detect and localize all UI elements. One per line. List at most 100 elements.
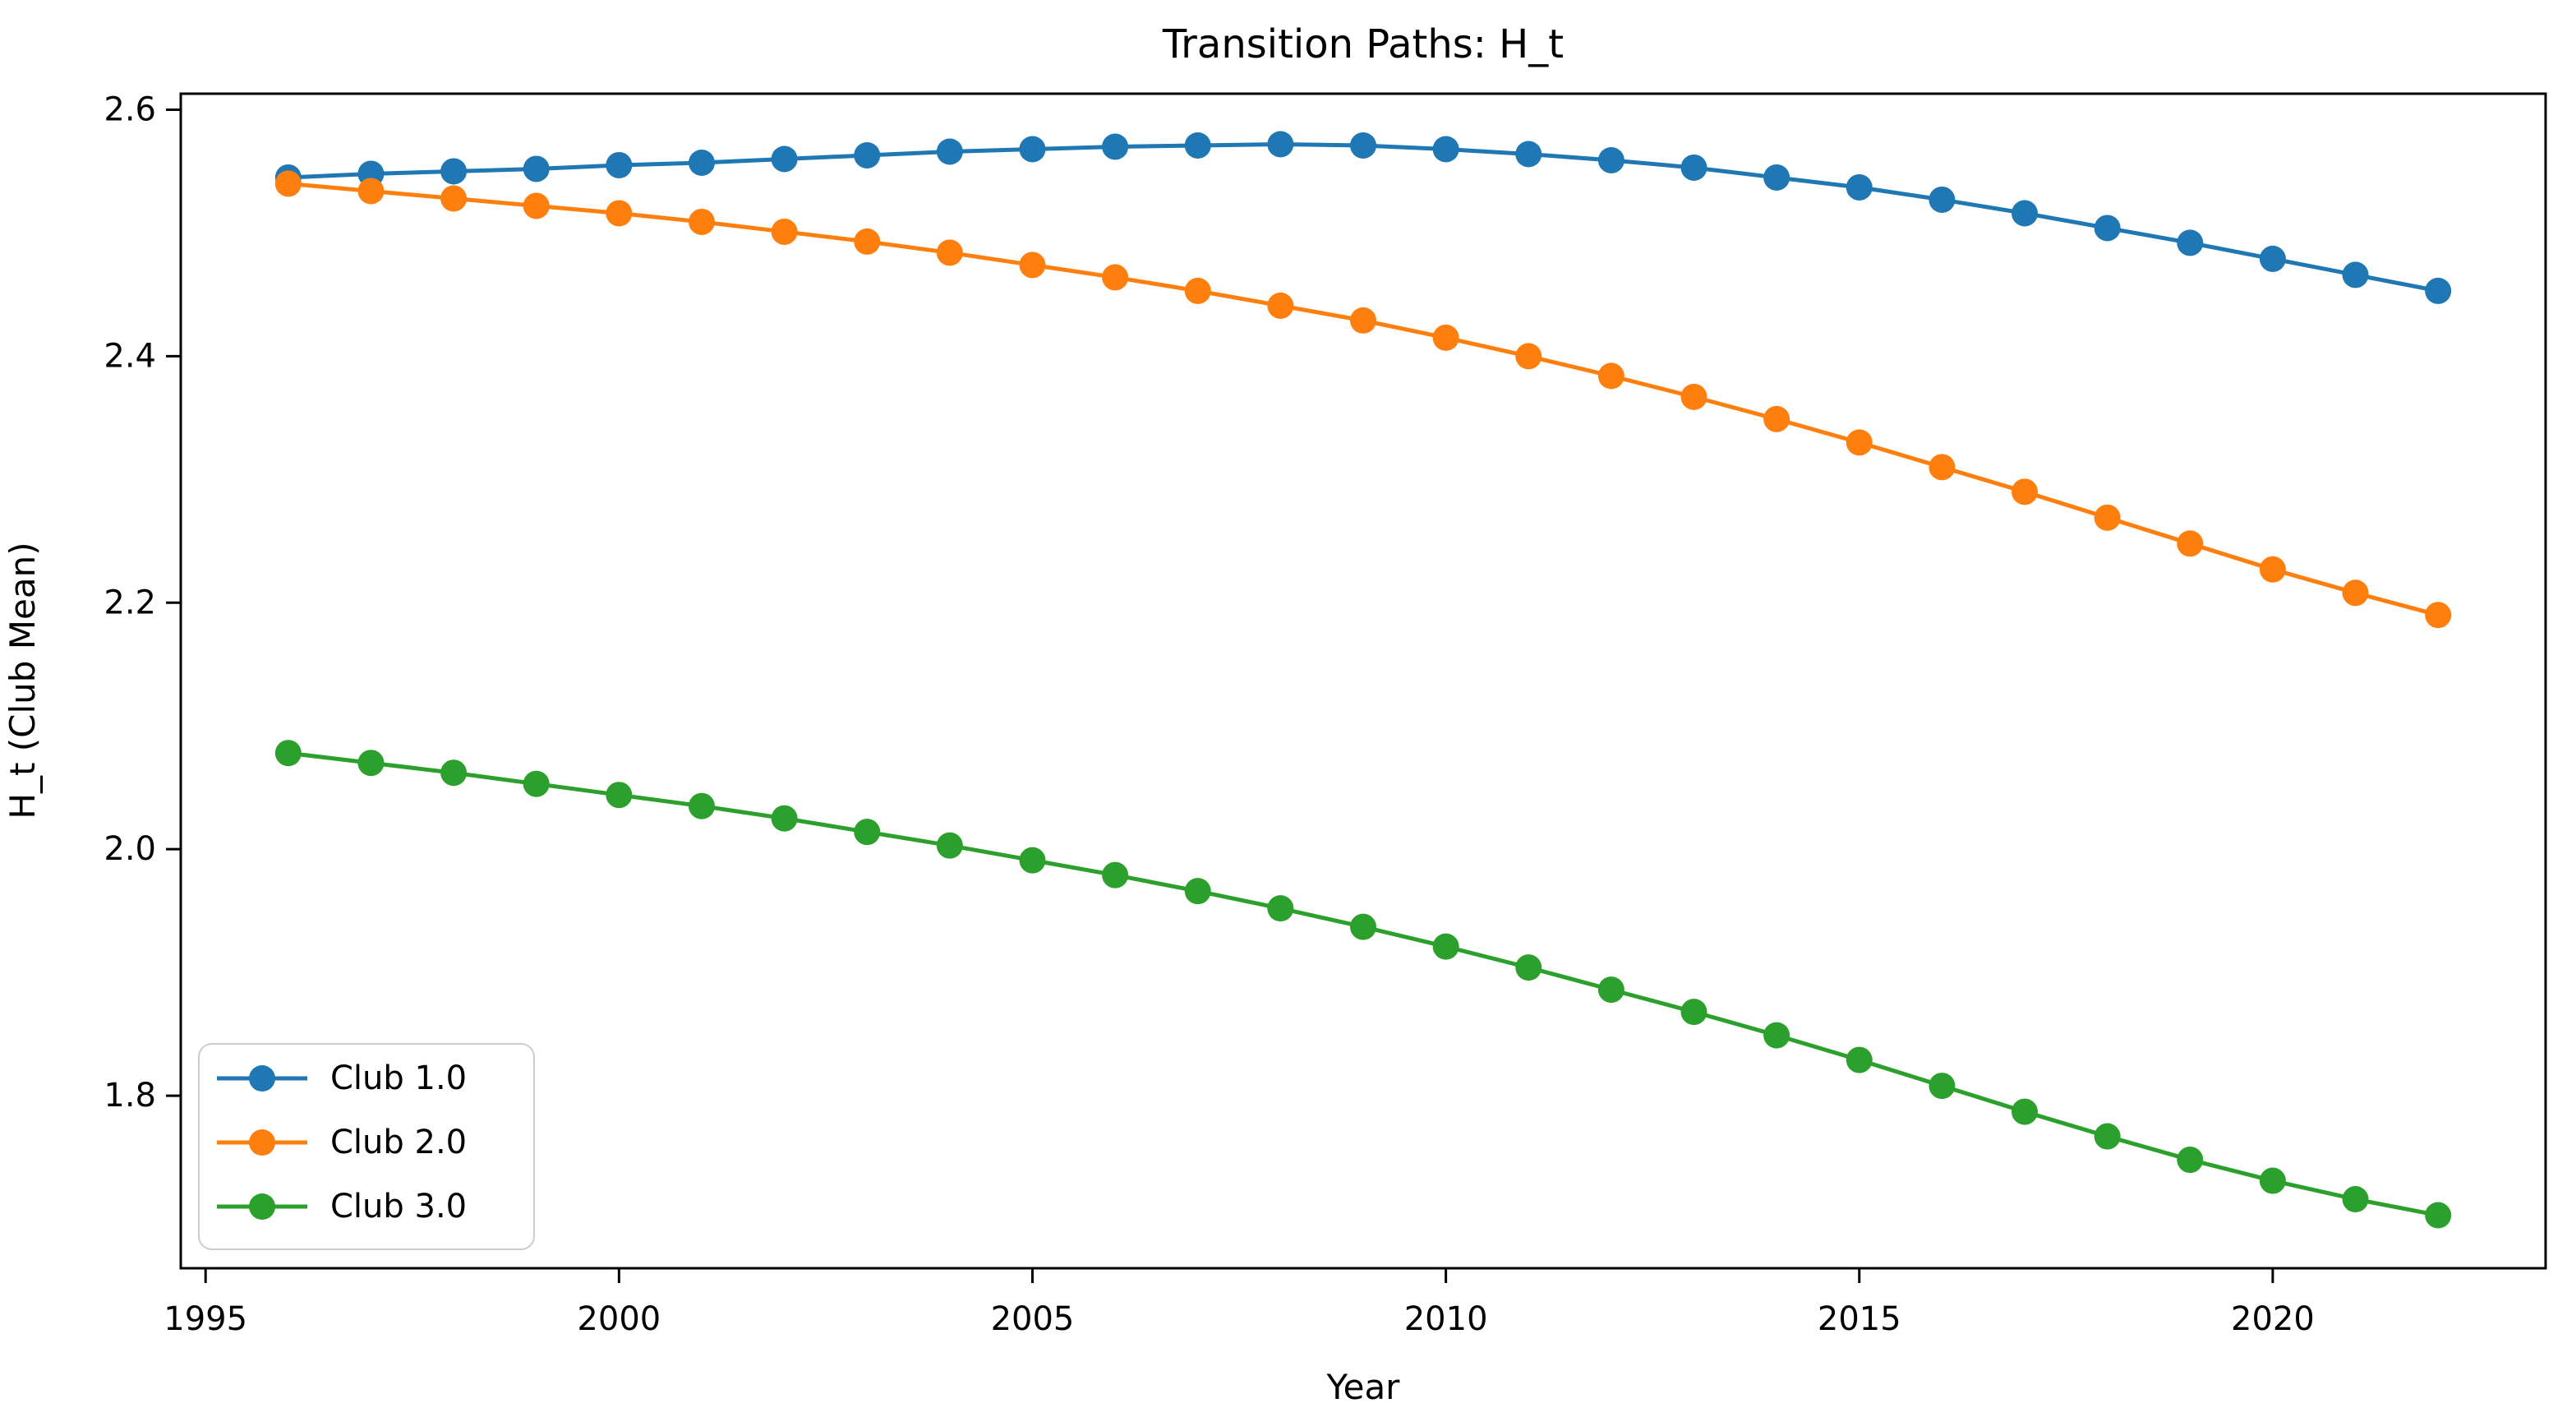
x-tick-label: 2000 (577, 1300, 661, 1338)
x-axis-label: Year (1326, 1367, 1401, 1407)
y-tick-label: 1.8 (104, 1077, 156, 1115)
data-point (771, 218, 798, 245)
data-point (2259, 556, 2286, 583)
data-point (2011, 478, 2039, 505)
data-point (1102, 264, 1129, 291)
data-point (1267, 895, 1294, 922)
data-point (688, 208, 715, 235)
data-point (936, 138, 963, 165)
data-point (2342, 579, 2369, 607)
legend-label: Club 2.0 (330, 1124, 467, 1161)
data-point (2425, 602, 2452, 629)
y-tick-label: 2.0 (104, 830, 156, 868)
data-point (1515, 954, 1542, 981)
plot-area (181, 94, 2546, 1268)
data-point (2425, 277, 2452, 304)
x-tick-label: 2010 (1404, 1300, 1488, 1338)
data-point (1515, 343, 1542, 370)
data-point (2094, 215, 2121, 242)
data-point (2259, 1167, 2286, 1194)
data-point (523, 155, 550, 182)
data-point (606, 782, 633, 809)
y-tick-label: 2.6 (104, 90, 156, 128)
data-point (1019, 252, 1046, 279)
data-point (771, 145, 798, 173)
data-point (1929, 454, 1956, 481)
data-point (357, 750, 385, 777)
data-point (1432, 324, 1459, 351)
data-point (2342, 1186, 2369, 1213)
data-point (1267, 131, 1294, 158)
data-point (1432, 136, 1459, 163)
y-axis-label: H_t (Club Mean) (2, 542, 43, 819)
data-point (1597, 976, 1624, 1004)
data-point (274, 740, 302, 767)
data-point (440, 759, 468, 787)
data-point (854, 228, 881, 255)
data-point (1350, 913, 1376, 940)
legend-sample-marker (249, 1129, 275, 1156)
data-point (1019, 847, 1046, 874)
data-point (936, 832, 963, 859)
data-point (1763, 164, 1790, 191)
data-point (1432, 933, 1459, 960)
data-point (1184, 132, 1211, 159)
data-point (1929, 1073, 1956, 1100)
data-point (2259, 245, 2286, 272)
data-point (2094, 504, 2121, 531)
plot-border (179, 92, 2547, 1270)
legend-sample-marker (249, 1065, 275, 1092)
data-point (1102, 861, 1129, 889)
data-point (1350, 307, 1376, 334)
data-point (357, 178, 385, 205)
legend-box (198, 1043, 535, 1250)
data-point (2177, 530, 2204, 557)
data-point (2094, 1123, 2121, 1150)
data-point (2011, 1098, 2039, 1125)
data-point (771, 805, 798, 832)
data-point (1680, 154, 1707, 181)
legend-label: Club 3.0 (330, 1188, 467, 1225)
chart-title: Transition Paths: H_t (1162, 21, 1564, 67)
legend-label: Club 1.0 (330, 1059, 467, 1097)
data-point (688, 149, 715, 176)
data-point (2177, 229, 2204, 256)
data-point (1597, 362, 1624, 390)
data-point (2342, 261, 2369, 288)
x-tick-label: 2005 (991, 1300, 1075, 1338)
data-point (1597, 146, 1624, 173)
data-point (688, 792, 715, 819)
x-tick-label: 2015 (1818, 1300, 1901, 1338)
data-point (440, 158, 468, 185)
data-point (1846, 1046, 1873, 1073)
data-point (936, 239, 963, 266)
data-point (606, 151, 633, 178)
data-point (440, 185, 468, 212)
data-point (1763, 405, 1790, 432)
data-point (1184, 878, 1211, 905)
data-point (1846, 173, 1873, 201)
data-point (854, 819, 881, 846)
x-tick-label: 1995 (164, 1300, 247, 1338)
data-series (274, 131, 2452, 1229)
legend: Club 1.0 Club 2.0 Club 3.0 (198, 1043, 535, 1250)
data-point (1846, 429, 1873, 456)
data-point (274, 170, 302, 197)
data-point (2011, 200, 2039, 227)
data-point (2177, 1147, 2204, 1174)
data-point (1680, 383, 1707, 410)
axis-ticks: 1995 2000 2005 2010 2015 2020 1.8 2.0 2.2 2.4 2.6 (104, 90, 2314, 1338)
data-point (1929, 186, 1956, 213)
data-point (1184, 277, 1211, 304)
data-point (1102, 133, 1129, 160)
data-point (1019, 136, 1046, 163)
data-point (2425, 1202, 2452, 1229)
data-point (523, 192, 550, 219)
data-point (1680, 999, 1707, 1026)
data-point (1350, 132, 1376, 159)
data-point (854, 141, 881, 168)
y-tick-label: 2.4 (104, 337, 156, 375)
data-point (1267, 292, 1294, 319)
x-tick-label: 2020 (2231, 1300, 2315, 1338)
